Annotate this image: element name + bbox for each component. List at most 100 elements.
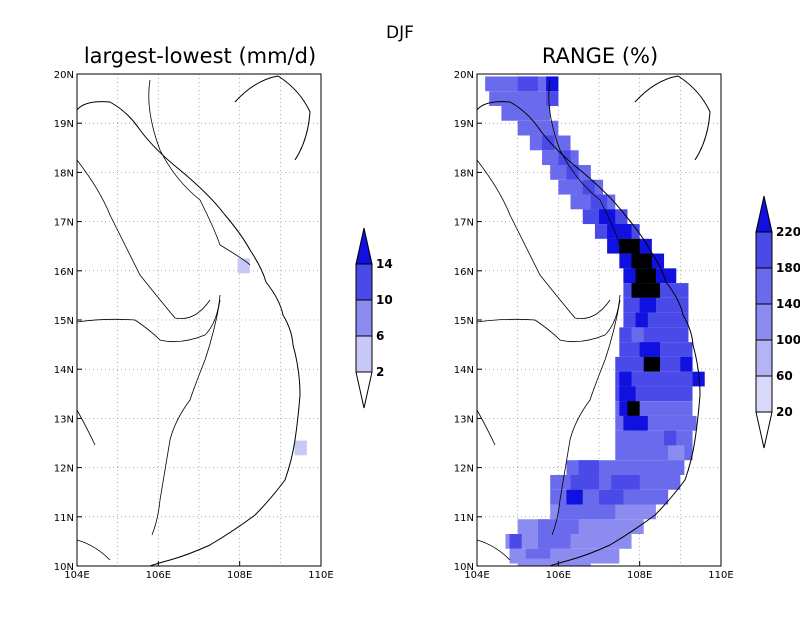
colorbar-triangle-low [755,411,773,449]
colorbar-label: 2 [376,365,384,379]
x-tick-label: 108E [227,570,252,581]
panel-largest-lowest: largest-lowest (mm/d) 104E 106E 108E 110E10… [54,44,393,581]
data-cell [619,327,689,343]
data-cell [635,312,648,328]
colorbar: 2 6 10 14 [355,227,393,409]
x-tick-label: 104E [464,570,489,581]
data-cell [558,504,616,520]
y-tick-label: 14N [54,365,74,376]
y-tick-label: 18N [454,168,474,179]
data-cell [631,253,652,269]
y-tick-label: 10N [54,562,74,573]
y-tick-label: 18N [54,168,74,179]
colorbar-triangle-high [755,195,773,233]
colorbar-label: 20 [776,405,793,419]
data-cell [639,342,660,357]
colorbar-box [355,263,373,301]
data-cell [517,519,644,535]
coastline [77,75,311,566]
y-tick-label: 17N [454,218,474,229]
colorbar-label: 140 [776,297,800,311]
x-tick-label: 110E [708,570,733,581]
y-tick-label: 14N [454,365,474,376]
y-tick-label: 17N [54,218,74,229]
colorbar-box [755,303,773,341]
x-tick-label: 106E [146,570,171,581]
data-cell [566,489,583,505]
y-tick-label: 10N [454,562,474,573]
data-cell [615,371,693,387]
colorbar-box [755,339,773,377]
coastline [477,75,711,566]
data-cell [237,258,250,274]
y-tick-label: 13N [54,414,74,425]
data-cell [635,268,656,284]
y-tick-label: 13N [454,414,474,425]
axis-labels: 104E 106E 108E 110E 10N 11N 12N 13N 14N 15N 16N 17N… [454,70,734,581]
y-tick-label: 11N [54,513,74,524]
y-tick-label: 20N [54,70,74,81]
data-cell [509,534,522,549]
data-cell [570,474,599,490]
data-cell [517,76,538,92]
y-tick-label: 19N [454,119,474,130]
x-tick-label: 104E [64,570,89,581]
y-tick-label: 16N [454,267,474,278]
x-tick-label: 108E [627,570,652,581]
x-tick-label: 106E [546,570,571,581]
panel-title: RANGE (%) [542,44,658,68]
panel-range: RANGE (%) 104E 106E 108E 110E 10N 11N 12N 13N 14… [454,44,800,581]
data-cell [619,371,632,387]
data-cell [692,371,705,387]
data-cell [607,224,632,239]
y-tick-label: 12N [454,464,474,475]
data-cell [517,558,591,566]
data-cell [590,194,608,210]
colorbar-box [755,231,773,269]
data-cell [546,91,559,106]
borders [477,79,651,561]
data-cell [517,120,559,136]
colorbar-box [355,335,373,373]
y-tick-label: 15N [454,316,474,327]
colorbar-box [755,375,773,413]
data-cell [294,440,307,456]
y-tick-label: 12N [54,464,74,475]
x-tick-label: 110E [308,570,333,581]
data-cell [538,519,579,535]
data-cell [538,534,571,549]
data-cell [664,430,677,446]
data-cells [485,76,705,566]
data-cell [542,135,555,151]
data-cell [599,489,624,505]
data-cell [643,356,660,372]
colorbar: 20 60 100 140 180 220 [755,195,800,449]
colorbar-label: 100 [776,333,800,347]
data-cell [546,76,559,92]
colorbar-label: 10 [376,293,393,307]
borders [77,79,251,561]
panel-title: largest-lowest (mm/d) [84,44,316,68]
axis-labels: 104E 106E 108E 110E 10N 11N 12N 13N 14N 15N 16N 17N… [54,70,334,581]
colorbar-box [355,299,373,337]
colorbar-triangle-high [355,227,373,265]
data-cell [619,238,640,254]
data-cell [631,283,660,298]
colorbar-label: 180 [776,261,800,275]
season-title: DJF [386,23,414,43]
data-cell [619,386,636,402]
y-tick-label: 20N [454,70,474,81]
data-cell [599,209,616,225]
data-cell [627,401,640,416]
data-cell [680,356,693,372]
y-tick-label: 16N [54,267,74,278]
data-cell [578,460,599,475]
data-cell [611,474,640,490]
y-tick-label: 15N [54,316,74,327]
data-cell [668,445,685,461]
y-tick-label: 11N [454,513,474,524]
data-cell [566,165,579,180]
colorbar-box [755,267,773,305]
grid-lines [77,74,321,566]
